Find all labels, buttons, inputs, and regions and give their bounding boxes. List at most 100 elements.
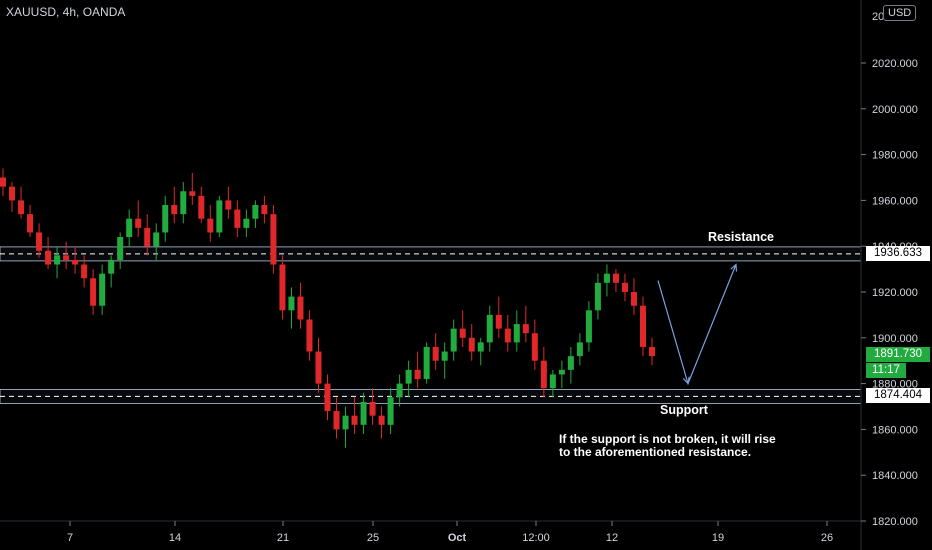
candle-body bbox=[639, 305, 646, 347]
candle-body bbox=[531, 333, 538, 361]
support-annotation: Support bbox=[660, 403, 708, 417]
candle-body bbox=[36, 232, 43, 251]
symbol-title: XAUUSD, 4h, OANDA bbox=[6, 5, 126, 19]
y-tick-label: 2000.000 bbox=[872, 104, 918, 116]
x-tick-label: Oct bbox=[448, 532, 467, 544]
x-tick-label: 26 bbox=[821, 532, 833, 544]
candle-body bbox=[288, 296, 295, 311]
x-tick-label: 21 bbox=[277, 532, 289, 544]
candle-body bbox=[81, 264, 88, 279]
candle-body bbox=[243, 218, 250, 228]
projection-path bbox=[657, 264, 737, 386]
candle-body bbox=[216, 200, 223, 233]
candle-body bbox=[387, 397, 394, 425]
x-tick-label: 19 bbox=[712, 532, 724, 544]
candle-body bbox=[594, 282, 601, 311]
candle-body bbox=[450, 328, 457, 352]
candle-body bbox=[324, 383, 331, 412]
time-axis[interactable]: 7 14 21 25 Oct 12:00 12 19 26 bbox=[67, 521, 833, 544]
candle-body bbox=[0, 177, 6, 187]
candle-body bbox=[171, 204, 178, 215]
candle-body bbox=[495, 314, 502, 329]
candle-body bbox=[9, 186, 16, 201]
projection-arrowhead-up bbox=[730, 263, 738, 272]
candle-body bbox=[333, 411, 340, 430]
candle-body bbox=[126, 218, 133, 238]
candle-body bbox=[54, 255, 61, 265]
analysis-note: If the support is not broken, it will ri… bbox=[559, 433, 776, 459]
candle-body bbox=[153, 232, 160, 247]
candle-body bbox=[144, 227, 151, 247]
x-tick-label: 25 bbox=[367, 532, 379, 544]
x-tick-label: 14 bbox=[169, 532, 181, 544]
candle-body bbox=[468, 337, 475, 352]
candle-body bbox=[63, 255, 70, 260]
candle-body bbox=[649, 346, 655, 357]
candle-body bbox=[72, 259, 79, 265]
candle-body bbox=[630, 292, 637, 306]
y-tick-label: 1900.000 bbox=[872, 333, 918, 345]
candle-body bbox=[486, 314, 493, 343]
candle-body bbox=[513, 324, 520, 343]
y-tick-label: 1880.000 bbox=[872, 379, 918, 391]
candle-body bbox=[441, 351, 448, 361]
level-zones bbox=[0, 246, 862, 404]
candle-body bbox=[612, 273, 619, 283]
candle-body bbox=[369, 401, 376, 416]
y-tick-label: 1860.000 bbox=[872, 424, 918, 436]
candle-body bbox=[297, 296, 304, 320]
candle-body bbox=[27, 214, 34, 233]
candle-body bbox=[549, 374, 556, 389]
candle-body bbox=[279, 264, 286, 311]
candle-body bbox=[270, 214, 277, 265]
projection-arrowhead-down bbox=[682, 376, 690, 385]
y-tick-label-partial: 20 bbox=[872, 11, 884, 23]
candle-body bbox=[261, 204, 268, 215]
candle-body bbox=[414, 369, 421, 380]
candle-body bbox=[540, 360, 547, 389]
candle-body bbox=[522, 324, 529, 334]
candle-body bbox=[459, 328, 466, 338]
candle-body bbox=[351, 415, 358, 425]
candle-body bbox=[576, 342, 583, 357]
candle-body bbox=[477, 342, 484, 352]
candle-body bbox=[108, 259, 115, 274]
y-tick-label: 1960.000 bbox=[872, 195, 918, 207]
candles bbox=[0, 168, 655, 448]
analysis-note-line2: to the aforementioned resistance. bbox=[559, 445, 752, 459]
resistance-price-label: 1936.633 bbox=[866, 246, 930, 261]
analysis-note-line1: If the support is not broken, it will ri… bbox=[559, 432, 776, 446]
y-tick-label: 1820.000 bbox=[872, 516, 918, 528]
candle-body bbox=[603, 273, 610, 283]
candle-body bbox=[432, 346, 439, 361]
y-tick-label: 2020.000 bbox=[872, 58, 918, 70]
candle-body bbox=[378, 415, 385, 425]
candle-body bbox=[135, 218, 142, 228]
candle-body bbox=[396, 383, 403, 398]
candle-body bbox=[315, 351, 322, 384]
candle-body bbox=[567, 356, 574, 370]
currency-badge[interactable]: USD bbox=[883, 5, 917, 21]
price-axis[interactable]: 2020.0002000.0001980.0001960.0001940.000… bbox=[861, 11, 918, 528]
candle-body bbox=[504, 328, 511, 343]
y-tick-label: 1920.000 bbox=[872, 287, 918, 299]
candle-body bbox=[360, 401, 367, 425]
last-price-label: 1891.730 bbox=[866, 347, 930, 362]
candle-body bbox=[558, 369, 565, 375]
candle-body bbox=[405, 369, 412, 384]
candle-body bbox=[189, 191, 196, 196]
candle-body bbox=[234, 209, 241, 228]
candle-body bbox=[306, 319, 313, 352]
candle-body bbox=[45, 250, 52, 265]
candle-body bbox=[585, 310, 592, 343]
x-tick-label: 12 bbox=[606, 532, 618, 544]
x-tick-label: 7 bbox=[67, 532, 73, 544]
candle-body bbox=[252, 204, 259, 219]
y-tick-label: 1840.000 bbox=[872, 470, 918, 482]
candle-body bbox=[99, 273, 106, 306]
candle-body bbox=[621, 282, 628, 292]
candle-body bbox=[18, 200, 25, 215]
candle-body bbox=[180, 191, 187, 215]
x-tick-label: 12:00 bbox=[522, 532, 550, 544]
